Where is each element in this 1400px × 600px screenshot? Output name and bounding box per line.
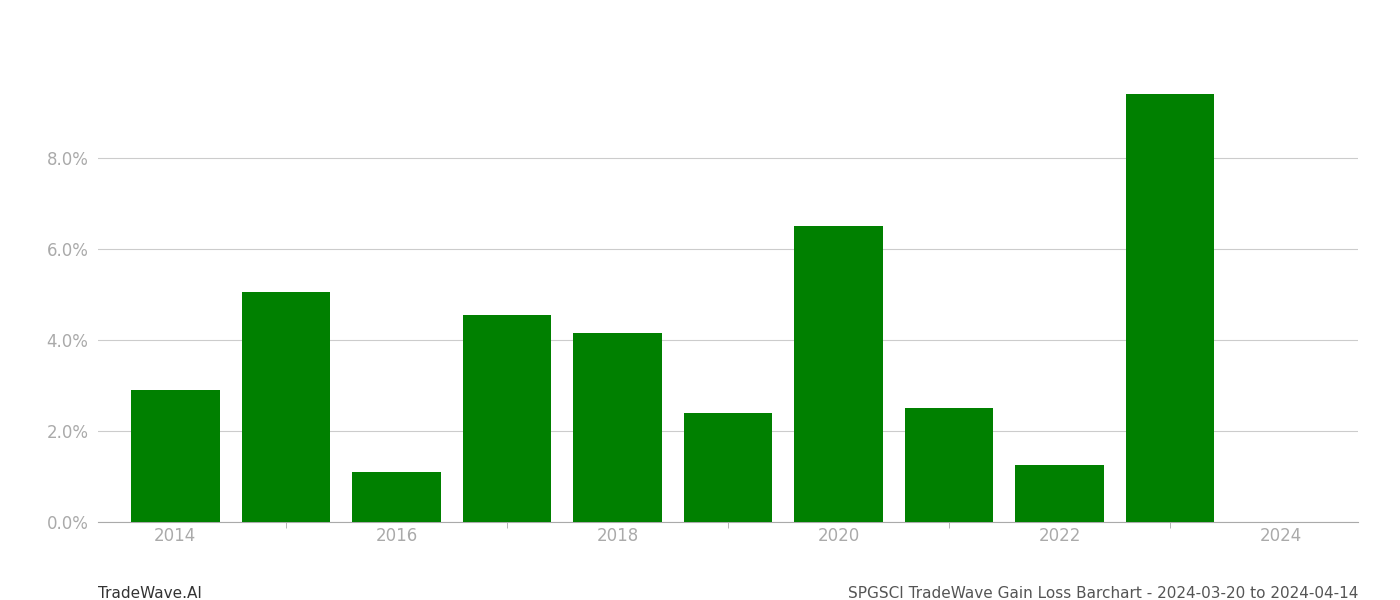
Bar — [573, 333, 662, 522]
Bar — [1015, 465, 1103, 522]
Bar — [463, 315, 552, 522]
Bar — [1126, 94, 1214, 522]
Bar — [353, 472, 441, 522]
Bar — [794, 226, 883, 522]
Bar — [683, 413, 773, 522]
Bar — [904, 408, 993, 522]
Bar — [132, 390, 220, 522]
Text: SPGSCI TradeWave Gain Loss Barchart - 2024-03-20 to 2024-04-14: SPGSCI TradeWave Gain Loss Barchart - 20… — [847, 586, 1358, 600]
Bar — [242, 292, 330, 522]
Text: TradeWave.AI: TradeWave.AI — [98, 586, 202, 600]
